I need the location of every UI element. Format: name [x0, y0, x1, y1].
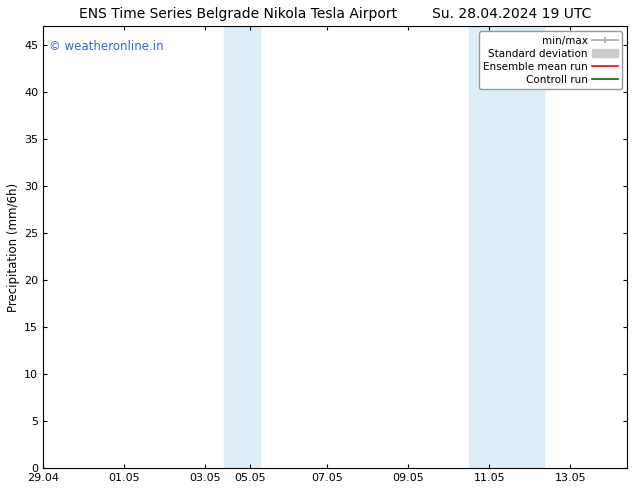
Y-axis label: Precipitation (mm/6h): Precipitation (mm/6h): [7, 183, 20, 312]
Title: ENS Time Series Belgrade Nikola Tesla Airport        Su. 28.04.2024 19 UTC: ENS Time Series Belgrade Nikola Tesla Ai…: [79, 7, 592, 21]
Legend: min/max, Standard deviation, Ensemble mean run, Controll run: min/max, Standard deviation, Ensemble me…: [479, 31, 622, 89]
Bar: [469, 26, 544, 468]
Text: © weatheronline.in: © weatheronline.in: [49, 40, 164, 52]
Bar: [224, 26, 260, 468]
